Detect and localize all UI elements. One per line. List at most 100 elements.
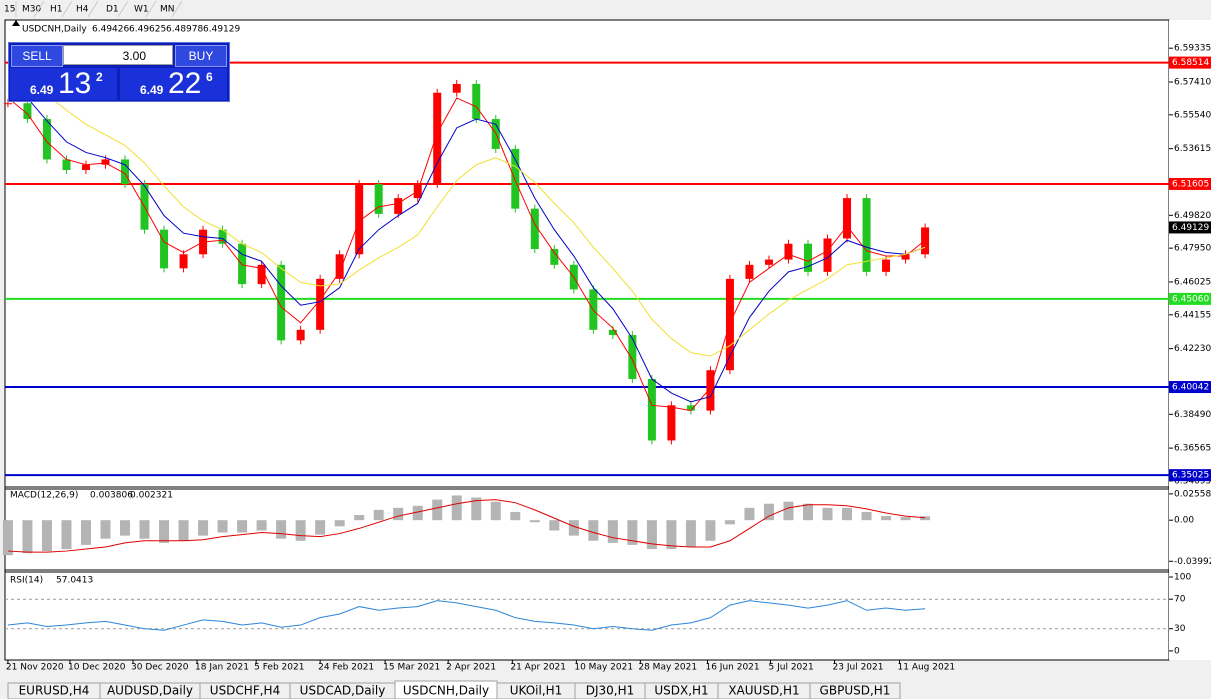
price-level-label: 6.40042 bbox=[1172, 383, 1209, 393]
candle bbox=[745, 264, 754, 279]
y-tick-label: 0.025587 bbox=[1174, 489, 1211, 499]
y-tick-label: 6.53615 bbox=[1174, 144, 1211, 154]
y-tick-label: 6.38490 bbox=[1174, 410, 1211, 420]
candle bbox=[628, 335, 637, 379]
candle bbox=[901, 254, 910, 260]
price-level-label: 6.35025 bbox=[1172, 471, 1209, 481]
indicator-line bbox=[7, 600, 926, 631]
macd-bar bbox=[198, 520, 209, 536]
y-tick-label: 6.44155 bbox=[1174, 310, 1211, 320]
bid-sup: 2 bbox=[96, 70, 103, 84]
macd-bar bbox=[315, 520, 326, 535]
y-tick-label: 6.42230 bbox=[1174, 344, 1211, 354]
y-tick-label: 6.59335 bbox=[1174, 44, 1211, 54]
candle bbox=[647, 378, 656, 441]
macd-bar bbox=[61, 520, 72, 550]
sell-button[interactable]: SELL bbox=[11, 45, 63, 67]
chart-title: USDCNH,Daily bbox=[22, 25, 87, 35]
indicator-line bbox=[7, 97, 926, 412]
timeframe-button[interactable]: H4 bbox=[76, 5, 89, 15]
candle bbox=[62, 159, 71, 170]
x-tick-label: 21 Nov 2020 bbox=[6, 663, 64, 673]
candle bbox=[23, 103, 32, 120]
y-tick-label: 6.36565 bbox=[1174, 444, 1211, 454]
toolbar-separator bbox=[117, 0, 129, 18]
ask-box[interactable]: 6.49 22 6 bbox=[120, 68, 227, 100]
macd-bar bbox=[41, 520, 52, 552]
macd-bar bbox=[159, 520, 170, 543]
tab-label[interactable]: USDCNH,Daily bbox=[403, 684, 489, 698]
macd-bar bbox=[920, 516, 931, 521]
tab-label[interactable]: XAUUSD,H1 bbox=[728, 684, 799, 698]
buy-button[interactable]: BUY bbox=[175, 45, 227, 67]
candle bbox=[335, 254, 344, 279]
x-tick-label: 16 Jun 2021 bbox=[705, 663, 759, 673]
timeframe-button[interactable]: D1 bbox=[106, 5, 119, 15]
indicator-line bbox=[7, 88, 926, 403]
macd-bar bbox=[783, 501, 794, 521]
y-tick-label: 100 bbox=[1174, 573, 1191, 583]
timeframe-button[interactable]: M30 bbox=[22, 5, 41, 15]
tab-label[interactable]: AUDUSD,Daily bbox=[107, 684, 193, 698]
tab-label[interactable]: EURUSD,H4 bbox=[19, 684, 90, 698]
macd-bar bbox=[120, 520, 131, 536]
ohlc-value: 6.48978 bbox=[166, 25, 203, 35]
price-level-label-box bbox=[1169, 177, 1211, 190]
ask-prefix: 6.49 bbox=[140, 83, 164, 97]
candle bbox=[3, 103, 12, 105]
macd-bar bbox=[178, 520, 189, 541]
macd-bar bbox=[588, 520, 599, 541]
timeframe-button[interactable]: MN bbox=[160, 5, 175, 15]
macd-bar bbox=[2, 520, 13, 556]
x-tick-label: 18 Jan 2021 bbox=[195, 663, 249, 673]
y-tick-label: 6.47950 bbox=[1174, 244, 1211, 254]
macd-bar bbox=[627, 520, 638, 545]
macd-bar bbox=[412, 505, 423, 521]
tab[interactable] bbox=[809, 682, 901, 699]
tab-label[interactable]: UKOil,H1 bbox=[510, 684, 563, 698]
candle bbox=[121, 159, 130, 185]
candle bbox=[686, 405, 695, 411]
y-tick-label: 6.34695 bbox=[1174, 476, 1211, 486]
x-tick-label: 10 Dec 2020 bbox=[68, 663, 126, 673]
tab-label[interactable]: USDX,H1 bbox=[654, 684, 708, 698]
indicator-value: 57.0413 bbox=[56, 576, 93, 586]
candle bbox=[42, 119, 51, 160]
indicator-line bbox=[7, 499, 926, 553]
lot-input[interactable]: 3.00 bbox=[63, 45, 173, 65]
indicator-value: 0.002321 bbox=[130, 491, 173, 501]
macd-bar bbox=[607, 520, 618, 543]
tab-label[interactable]: GBPUSD,H1 bbox=[820, 684, 891, 698]
y-tick-label: 6.46025 bbox=[1174, 277, 1211, 287]
toolbar-separator bbox=[87, 0, 99, 18]
indicator-title: MACD(12,26,9) bbox=[10, 491, 78, 501]
candle bbox=[862, 198, 871, 272]
toolbar bbox=[0, 0, 1211, 19]
candle bbox=[257, 264, 266, 285]
candle bbox=[764, 259, 773, 265]
timeframe-button[interactable]: 15 bbox=[4, 5, 15, 15]
macd-bar bbox=[802, 503, 813, 521]
bid-box[interactable]: 6.49 13 2 bbox=[10, 68, 117, 100]
candle bbox=[355, 184, 364, 255]
candle bbox=[550, 249, 559, 265]
macd-bar bbox=[471, 497, 482, 521]
macd-bar bbox=[139, 520, 150, 539]
x-tick-label: 5 Jul 2021 bbox=[769, 663, 814, 673]
x-tick-label: 5 Feb 2021 bbox=[254, 663, 304, 673]
y-tick-label: 0.00 bbox=[1174, 516, 1194, 526]
tab-label[interactable]: DJ30,H1 bbox=[586, 684, 635, 698]
y-tick-label: 30 bbox=[1174, 624, 1186, 634]
x-tick-label: 10 May 2021 bbox=[574, 663, 633, 673]
tab-label[interactable]: USDCAD,Daily bbox=[300, 684, 386, 698]
macd-bar bbox=[822, 507, 833, 521]
ohlc-value: 6.49625 bbox=[129, 25, 166, 35]
indicator-title: RSI(14) bbox=[10, 576, 43, 586]
macd-bar bbox=[666, 520, 677, 550]
macd-bar bbox=[842, 507, 853, 521]
tab-label[interactable]: USDCHF,H4 bbox=[210, 684, 280, 698]
candle bbox=[277, 264, 286, 341]
timeframe-button[interactable]: W1 bbox=[134, 5, 149, 15]
y-tick-label: 6.49820 bbox=[1174, 211, 1211, 221]
timeframe-button[interactable]: H1 bbox=[50, 5, 63, 15]
